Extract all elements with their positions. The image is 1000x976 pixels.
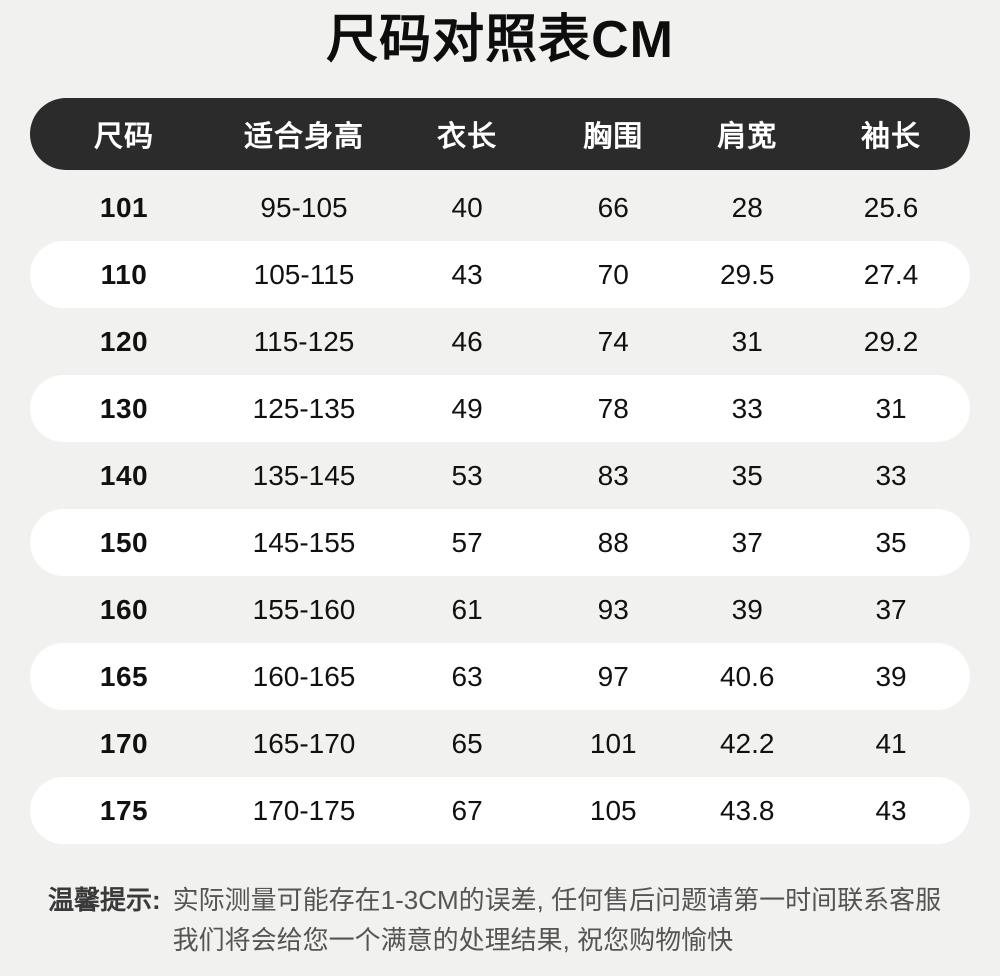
cell-length: 43 bbox=[451, 258, 483, 290]
table-row: 160 155-160 61 93 39 37 bbox=[30, 576, 970, 643]
note-line-1: 实际测量可能存在1-3CM的误差, 任何售后问题请第一时间联系客服 bbox=[172, 885, 942, 915]
cell-height: 95-105 bbox=[260, 191, 348, 223]
header-cell-4: 肩宽 bbox=[717, 121, 778, 153]
header-cell-3: 胸围 bbox=[583, 121, 644, 153]
note-line-2: 我们将会给您一个满意的处理结果, 祝您购物愉快 bbox=[172, 925, 734, 955]
cell-shoulder: 31 bbox=[731, 325, 763, 357]
cell-chest: 78 bbox=[597, 392, 629, 424]
cell-size: 175 bbox=[99, 794, 149, 826]
cell-chest: 105 bbox=[589, 794, 637, 826]
cell-height: 115-125 bbox=[253, 325, 355, 357]
table-header-row: 尺码 适合身高 衣长 胸围 肩宽 袖长 bbox=[30, 98, 970, 170]
cell-height: 145-155 bbox=[252, 526, 356, 558]
cell-height: 125-135 bbox=[252, 392, 356, 424]
cell-shoulder: 39 bbox=[731, 593, 763, 625]
cell-height: 135-145 bbox=[252, 459, 356, 491]
cell-length: 57 bbox=[451, 526, 483, 558]
table-row: 150 145-155 57 88 37 35 bbox=[30, 509, 970, 576]
table-body: 101 95-105 40 66 28 25.6 110 105-115 43 70 29.5 27.… bbox=[30, 174, 970, 844]
table-row: 101 95-105 40 66 28 25.6 bbox=[30, 174, 970, 241]
note-text: 实际测量可能存在1-3CM的误差, 任何售后问题请第一时间联系客服 我们将会给您… bbox=[173, 880, 941, 960]
table-row: 140 135-145 53 83 35 33 bbox=[30, 442, 970, 509]
header-cell-1: 适合身高 bbox=[244, 121, 365, 153]
cell-size: 130 bbox=[99, 392, 149, 424]
cell-height: 160-165 bbox=[252, 660, 356, 692]
cell-shoulder: 42.2 bbox=[719, 727, 775, 759]
cell-sleeve: 39 bbox=[875, 660, 907, 692]
cell-length: 46 bbox=[451, 325, 483, 357]
cell-size: 140 bbox=[99, 459, 149, 491]
cell-height: 165-170 bbox=[252, 727, 356, 759]
table-row: 130 125-135 49 78 33 31 bbox=[30, 375, 970, 442]
cell-sleeve: 35 bbox=[875, 526, 907, 558]
cell-chest: 74 bbox=[597, 325, 629, 357]
cell-sleeve: 25.6 bbox=[863, 191, 919, 223]
cell-sleeve: 33 bbox=[875, 459, 907, 491]
table-row: 110 105-115 43 70 29.5 27.4 bbox=[30, 241, 970, 308]
cell-size: 120 bbox=[99, 325, 149, 357]
cell-shoulder: 28 bbox=[731, 191, 763, 223]
cell-chest: 88 bbox=[597, 526, 629, 558]
cell-sleeve: 27.4 bbox=[863, 258, 919, 290]
cell-height: 170-175 bbox=[252, 794, 356, 826]
cell-shoulder: 29.5 bbox=[719, 258, 775, 290]
table-row: 175 170-175 67 105 43.8 43 bbox=[30, 777, 970, 844]
cell-shoulder: 33 bbox=[731, 392, 763, 424]
cell-size: 101 bbox=[99, 191, 149, 223]
cell-height: 155-160 bbox=[252, 593, 356, 625]
cell-sleeve: 37 bbox=[875, 593, 907, 625]
cell-size: 110 bbox=[100, 258, 148, 290]
cell-length: 53 bbox=[451, 459, 483, 491]
cell-height: 105-115 bbox=[253, 258, 355, 290]
header-cell-0: 尺码 bbox=[93, 121, 154, 153]
cell-chest: 70 bbox=[597, 258, 629, 290]
cell-sleeve: 41 bbox=[875, 727, 907, 759]
cell-chest: 97 bbox=[597, 660, 629, 692]
size-table: 尺码 适合身高 衣长 胸围 肩宽 袖长 101 95-105 40 66 28 25.6 110 105… bbox=[30, 98, 970, 844]
cell-shoulder: 40.6 bbox=[719, 660, 775, 692]
cell-length: 49 bbox=[451, 392, 483, 424]
cell-length: 63 bbox=[451, 660, 483, 692]
cell-size: 160 bbox=[99, 593, 149, 625]
warm-tip-note: 温馨提示: 实际测量可能存在1-3CM的误差, 任何售后问题请第一时间联系客服 … bbox=[48, 880, 960, 960]
cell-chest: 66 bbox=[597, 191, 629, 223]
cell-shoulder: 35 bbox=[731, 459, 763, 491]
cell-shoulder: 43.8 bbox=[719, 794, 775, 826]
cell-chest: 101 bbox=[589, 727, 637, 759]
cell-chest: 83 bbox=[597, 459, 629, 491]
cell-sleeve: 31 bbox=[875, 392, 907, 424]
cell-length: 65 bbox=[451, 727, 483, 759]
header-cell-5: 袖长 bbox=[861, 121, 922, 153]
cell-shoulder: 37 bbox=[731, 526, 763, 558]
cell-length: 61 bbox=[451, 593, 483, 625]
cell-length: 40 bbox=[451, 191, 483, 223]
cell-size: 170 bbox=[99, 727, 149, 759]
page-title: 尺码对照表CM bbox=[326, 11, 674, 69]
cell-sleeve: 29.2 bbox=[863, 325, 919, 357]
cell-length: 67 bbox=[451, 794, 483, 826]
cell-size: 150 bbox=[99, 526, 149, 558]
cell-chest: 93 bbox=[597, 593, 629, 625]
cell-sleeve: 43 bbox=[875, 794, 907, 826]
table-row: 170 165-170 65 101 42.2 41 bbox=[30, 710, 970, 777]
cell-size: 165 bbox=[99, 660, 149, 692]
header-cell-2: 衣长 bbox=[437, 121, 498, 153]
table-row: 165 160-165 63 97 40.6 39 bbox=[30, 643, 970, 710]
table-row: 120 115-125 46 74 31 29.2 bbox=[30, 308, 970, 375]
note-label: 温馨提示: bbox=[48, 885, 161, 915]
